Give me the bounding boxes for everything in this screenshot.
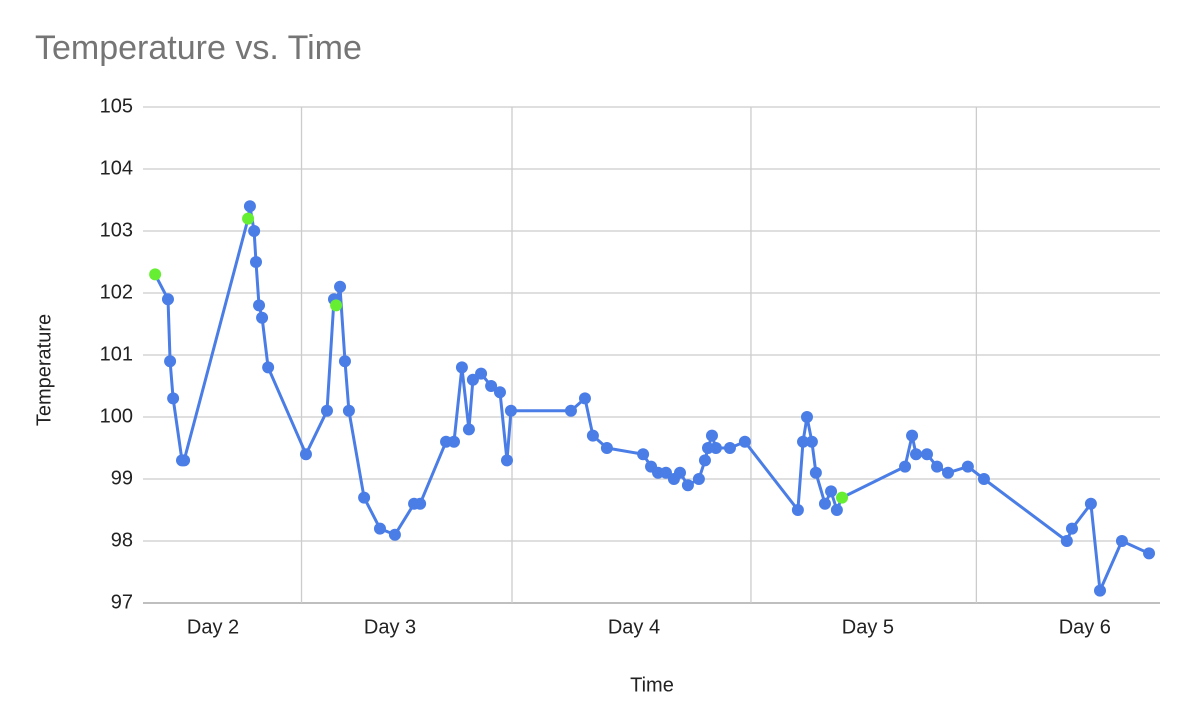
data-point: [910, 448, 923, 461]
data-point: [836, 491, 849, 504]
data-point: [673, 466, 686, 479]
chart-title: Temperature vs. Time: [35, 29, 362, 67]
data-point: [250, 256, 262, 268]
data-point: [906, 429, 919, 442]
data-point: [414, 497, 427, 510]
x-tick-label: Day 2: [187, 616, 239, 638]
data-point: [256, 311, 269, 324]
data-point: [462, 423, 475, 436]
data-point: [692, 473, 705, 485]
data-point: [161, 293, 174, 306]
data-point: [698, 454, 711, 467]
data-point: [705, 429, 718, 442]
data-point: [455, 361, 468, 374]
data-point: [373, 522, 386, 535]
data-point: [818, 497, 831, 510]
data-point: [600, 442, 613, 454]
data-point: [500, 454, 513, 467]
y-tick-label: 105: [100, 95, 133, 117]
data-point: [338, 355, 351, 368]
data-point: [977, 473, 990, 485]
data-point: [942, 466, 955, 479]
data-point: [248, 225, 261, 237]
data-point: [805, 435, 818, 448]
data-point: [299, 448, 312, 461]
data-point: [334, 280, 347, 293]
data-point: [809, 466, 822, 479]
data-point: [899, 460, 912, 473]
data-point: [330, 299, 343, 312]
x-tick-label: Day 4: [608, 616, 660, 638]
data-point: [825, 485, 838, 498]
x-axis-title: Time: [630, 674, 674, 696]
data-point: [167, 392, 180, 405]
data-point: [830, 504, 843, 516]
data-point: [242, 212, 255, 225]
data-point: [1084, 497, 1097, 510]
data-point: [709, 442, 722, 454]
data-point: [637, 448, 650, 461]
data-point: [262, 361, 275, 374]
data-point: [164, 355, 177, 368]
y-tick-label: 103: [100, 219, 133, 241]
data-point: [178, 454, 191, 467]
y-tick-label: 104: [100, 157, 133, 179]
data-point: [475, 367, 488, 380]
data-point: [931, 460, 944, 473]
data-point: [564, 404, 577, 417]
x-tick-label: Day 6: [1059, 616, 1111, 638]
data-point: [1143, 547, 1156, 560]
data-point: [1060, 535, 1073, 547]
y-tick-label: 99: [111, 467, 133, 489]
data-point: [1065, 522, 1078, 535]
data-point: [485, 380, 498, 392]
data-point: [1115, 535, 1128, 547]
data-point: [493, 386, 506, 399]
data-point: [738, 435, 751, 448]
y-axis-title: Temperature: [33, 314, 55, 426]
data-point: [681, 479, 694, 492]
data-point: [578, 392, 591, 405]
data-point: [586, 429, 599, 442]
y-tick-label: 100: [100, 405, 133, 427]
y-tick-label: 97: [111, 591, 133, 613]
data-point: [342, 404, 355, 417]
data-point: [447, 435, 460, 448]
data-point: [1093, 584, 1106, 597]
y-tick-label: 102: [100, 281, 133, 303]
y-tick-label: 98: [111, 529, 133, 551]
data-point: [797, 435, 810, 448]
x-tick-label: Day 3: [364, 616, 416, 638]
data-point: [358, 491, 371, 504]
data-point: [243, 200, 256, 213]
data-point: [723, 442, 736, 454]
data-point: [961, 460, 974, 473]
y-tick-label: 101: [100, 343, 133, 365]
data-point: [466, 373, 479, 386]
x-tick-label: Day 5: [842, 616, 894, 638]
data-point: [320, 404, 333, 417]
series-line: [153, 204, 1150, 593]
data-point: [800, 411, 813, 423]
data-point: [388, 528, 401, 541]
data-point: [253, 299, 266, 312]
data-point: [791, 504, 804, 516]
data-point: [149, 268, 162, 281]
data-point: [504, 404, 517, 417]
data-point: [920, 448, 933, 461]
